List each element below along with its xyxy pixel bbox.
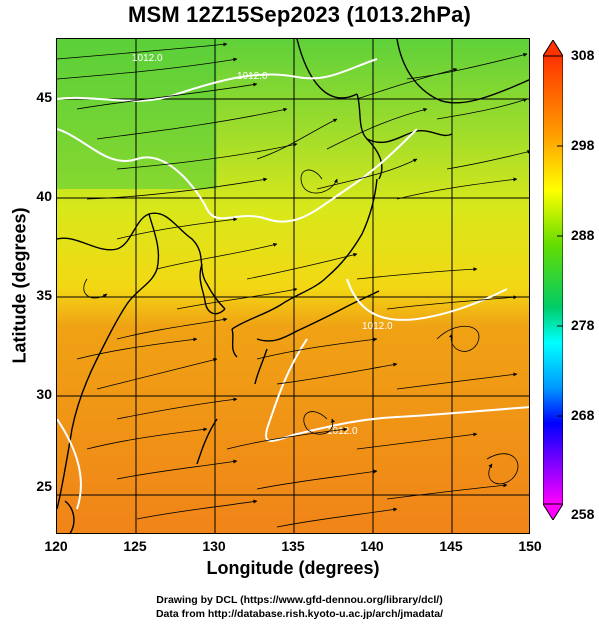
colorbar-gradient	[543, 55, 563, 505]
colorbar-top-arrow	[543, 40, 563, 57]
map-title: MSM 12Z15Sep2023 (1013.2hPa)	[127, 2, 472, 27]
y-tick-label: 45	[36, 89, 52, 105]
colorbar	[543, 40, 563, 520]
credit-line: Data from http://database.rish.kyoto-u.a…	[155, 608, 444, 620]
colorbar-tick: 258	[571, 506, 595, 522]
x-tick-label: 125	[123, 538, 147, 554]
colorbar-tick: 308	[571, 47, 595, 63]
wind-streamlines	[57, 42, 529, 528]
x-tick-label: 145	[439, 538, 463, 554]
y-axis-label: Latitude (degrees)	[9, 207, 30, 364]
colorbar-tick: 268	[571, 407, 595, 423]
colorbar-tick: 278	[571, 317, 595, 333]
y-tick-label: 35	[36, 287, 52, 303]
y-tick-label: 30	[36, 386, 52, 402]
isobar-label: 1012.0	[362, 321, 393, 332]
x-tick-label: 140	[360, 538, 384, 554]
colorbar-bottom-arrow	[543, 503, 563, 520]
coastlines	[57, 39, 529, 533]
colorbar-tick: 298	[571, 137, 595, 153]
isobar-label: 1012.0	[327, 426, 358, 437]
x-tick-label: 130	[202, 538, 226, 554]
colorbar-tick: 288	[571, 227, 595, 243]
map-canvas: 1012.0 1012.0 1012.0 1012.0	[57, 39, 529, 533]
y-tick-label: 25	[36, 478, 52, 494]
x-tick-label: 150	[518, 538, 542, 554]
credit-line: Drawing by DCL (https://www.gfd-dennou.o…	[156, 594, 443, 606]
weather-map: 1012.0 1012.0 1012.0 1012.0	[56, 38, 530, 534]
isobar-label: 1012.0	[132, 53, 163, 64]
y-tick-label: 40	[36, 188, 52, 204]
x-tick-label: 135	[281, 538, 305, 554]
cold-region-northwest	[57, 39, 217, 189]
isobar-label: 1012.0	[237, 71, 268, 82]
x-axis-label: Longitude (degrees)	[206, 558, 380, 578]
isobar-labels: 1012.0 1012.0 1012.0 1012.0	[132, 53, 393, 437]
x-tick-label: 120	[44, 538, 68, 554]
